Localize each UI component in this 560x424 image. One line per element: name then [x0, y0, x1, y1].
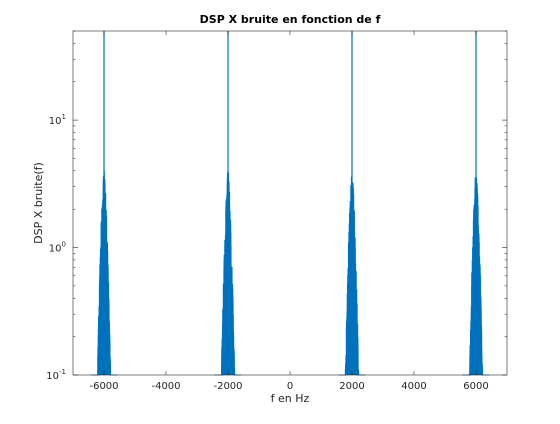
x-tick-label: -4000 [151, 381, 180, 392]
x-tick-label: 2000 [339, 381, 364, 392]
plot-area [73, 31, 507, 375]
y-tick-label: 10-1 [46, 368, 66, 382]
y-axis-label: DSP X bruite(f) [32, 162, 45, 244]
x-tick-label: 0 [287, 381, 293, 392]
y-axis: 10-1 100 101 [46, 30, 507, 382]
y-tick-label: 101 [49, 113, 66, 127]
x-tick-label: -2000 [213, 381, 242, 392]
y-tick-label: 100 [49, 241, 66, 255]
x-tick-label: 6000 [463, 381, 488, 392]
x-axis-label: f en Hz [271, 392, 310, 405]
x-axis: -6000 -4000 -2000 0 2000 4000 6000 [89, 31, 489, 392]
x-tick-label: -6000 [89, 381, 118, 392]
chart-title: DSP X bruite en fonction de f [200, 13, 381, 26]
x-tick-label: 4000 [401, 381, 426, 392]
